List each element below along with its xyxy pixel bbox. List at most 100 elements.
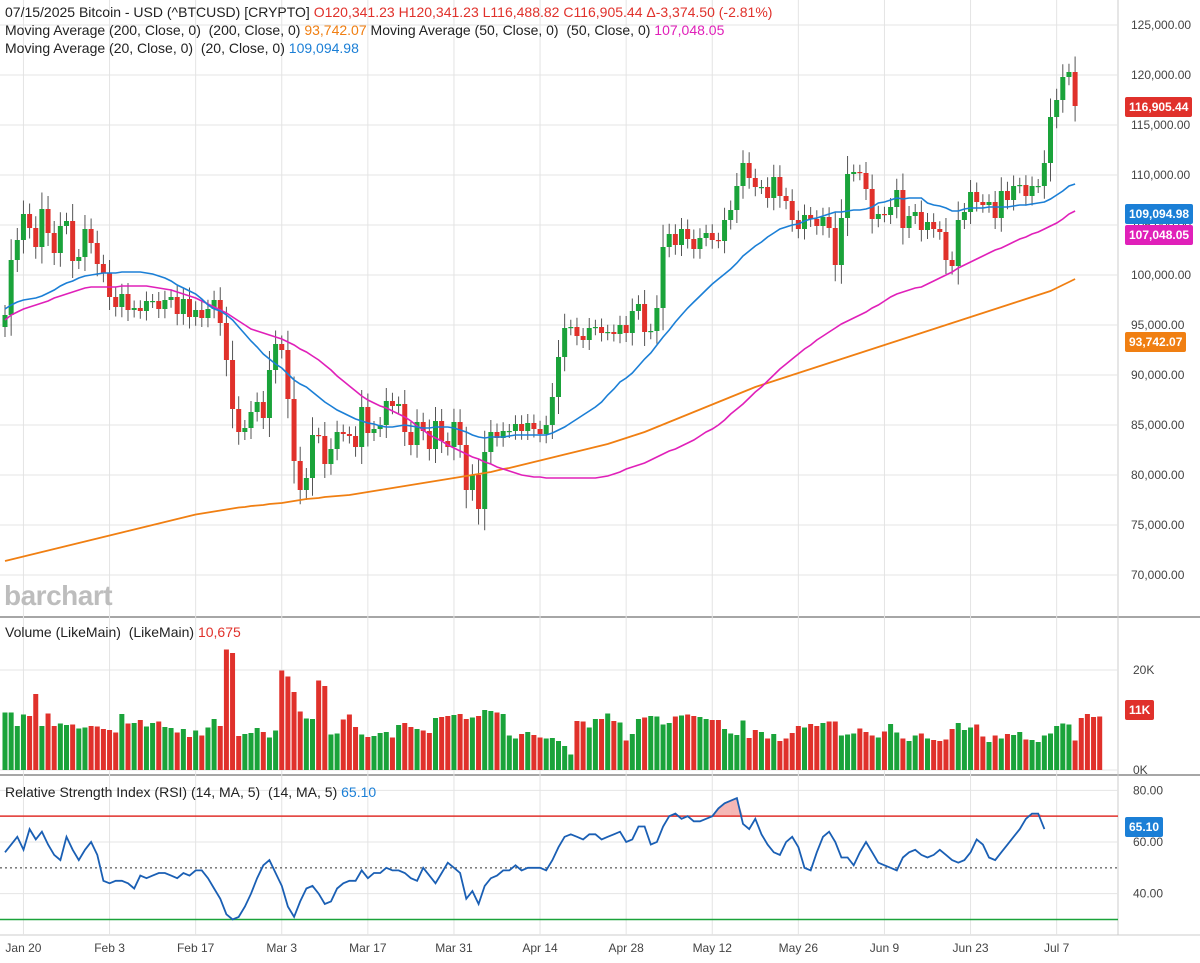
- candle-body: [715, 240, 721, 242]
- candle-body: [691, 239, 697, 249]
- volume-bar: [955, 723, 961, 770]
- candle-body: [980, 202, 986, 205]
- volume-bar: [715, 720, 721, 770]
- volume-bar: [783, 738, 789, 770]
- volume-bar: [722, 729, 728, 770]
- candle-body: [8, 260, 14, 315]
- volume-bar: [777, 741, 783, 770]
- volume-bar: [888, 724, 894, 770]
- candle-body: [845, 174, 851, 218]
- volume-bar: [51, 726, 57, 770]
- candle-body: [328, 449, 334, 464]
- volume-bar: [900, 738, 906, 770]
- candle-body: [783, 196, 789, 201]
- ma20-label: Moving Average (20, Close, 0) (20, Close…: [5, 40, 289, 56]
- x-tick-label: Mar 31: [435, 941, 473, 955]
- volume-bar: [629, 734, 635, 770]
- volume-bar: [1060, 723, 1066, 770]
- candle-body: [45, 209, 51, 233]
- candle-body: [685, 229, 691, 239]
- candle-body: [500, 431, 506, 438]
- volume-bar: [752, 730, 758, 770]
- candle-body: [832, 228, 838, 265]
- volume-bar: [457, 714, 463, 770]
- volume-bar: [463, 719, 469, 770]
- volume-bar: [137, 720, 143, 770]
- candle-body: [771, 177, 777, 198]
- volume-bar: [537, 737, 543, 770]
- candle-body: [1023, 185, 1029, 196]
- volume-bar: [125, 723, 131, 770]
- ma50-value: 107,048.05: [654, 22, 725, 38]
- ma-header-line1: Moving Average (200, Close, 0) (200, Clo…: [5, 21, 724, 39]
- candle-body: [900, 190, 906, 228]
- candle-body: [838, 218, 844, 265]
- candle-body: [679, 229, 684, 245]
- volume-bar: [353, 727, 359, 770]
- volume-bar: [279, 670, 285, 770]
- volume-bar: [334, 733, 340, 770]
- candle-body: [439, 421, 445, 441]
- candle-body: [64, 221, 69, 226]
- candle-body: [156, 301, 162, 309]
- candle-body: [389, 401, 395, 406]
- candle-body: [168, 297, 174, 300]
- volume-bar: [968, 727, 974, 770]
- volume-bar: [574, 721, 580, 770]
- candle-body: [57, 226, 63, 253]
- volume-bar: [193, 730, 199, 770]
- volume-bar: [414, 729, 420, 770]
- candle-body: [180, 299, 186, 314]
- volume-bar: [383, 732, 389, 770]
- volume-bar: [605, 713, 611, 770]
- volume-bar: [795, 726, 801, 770]
- volume-bar: [980, 736, 986, 770]
- candle-body: [445, 441, 451, 447]
- volume-bar: [1035, 742, 1041, 770]
- candle-body: [660, 247, 666, 308]
- x-tick-label: Apr 14: [522, 941, 558, 955]
- candle-body: [199, 310, 205, 318]
- candle-body: [654, 308, 660, 331]
- candle-body: [125, 294, 131, 310]
- candle-body: [648, 331, 654, 333]
- candle-body: [254, 402, 260, 412]
- candle-body: [371, 429, 377, 433]
- x-tick-label: May 12: [693, 941, 733, 955]
- candle-body: [543, 425, 549, 434]
- volume-bar: [802, 727, 807, 770]
- volume-bar: [439, 717, 445, 770]
- volume-bar: [14, 726, 20, 770]
- candle-body: [765, 187, 771, 198]
- volume-bar: [211, 719, 217, 770]
- candle-body: [353, 436, 359, 447]
- candle-body: [752, 178, 758, 187]
- candle-body: [76, 257, 82, 261]
- candle-body: [574, 327, 580, 336]
- candle-body: [433, 421, 438, 449]
- price-axis: 70,000.00 75,000.00 80,000.00 85,000.00 90,0…: [1131, 18, 1191, 901]
- volume-bar: [273, 730, 279, 770]
- volume-bar: [814, 726, 820, 770]
- candle-body: [599, 327, 605, 333]
- volume-bar: [635, 719, 641, 770]
- volume-bar: [82, 727, 88, 770]
- volume-tag: 11K: [1125, 700, 1155, 720]
- candle-body: [2, 315, 8, 327]
- volume-bar: [931, 740, 937, 770]
- candle-body: [586, 328, 592, 340]
- volume-bar: [592, 719, 598, 770]
- candle-body: [211, 300, 217, 309]
- volume-bar: [266, 737, 272, 770]
- volume-bar: [1078, 718, 1084, 770]
- candle-body: [943, 232, 949, 260]
- candle-body: [137, 308, 143, 311]
- volume-bar: [119, 714, 125, 770]
- candle-body: [1066, 72, 1072, 77]
- volume-bar: [476, 716, 482, 770]
- volume-bar: [100, 729, 106, 770]
- volume-bar: [789, 733, 795, 770]
- volume-bar: [1048, 733, 1053, 770]
- ma200-line: [4, 278, 1076, 562]
